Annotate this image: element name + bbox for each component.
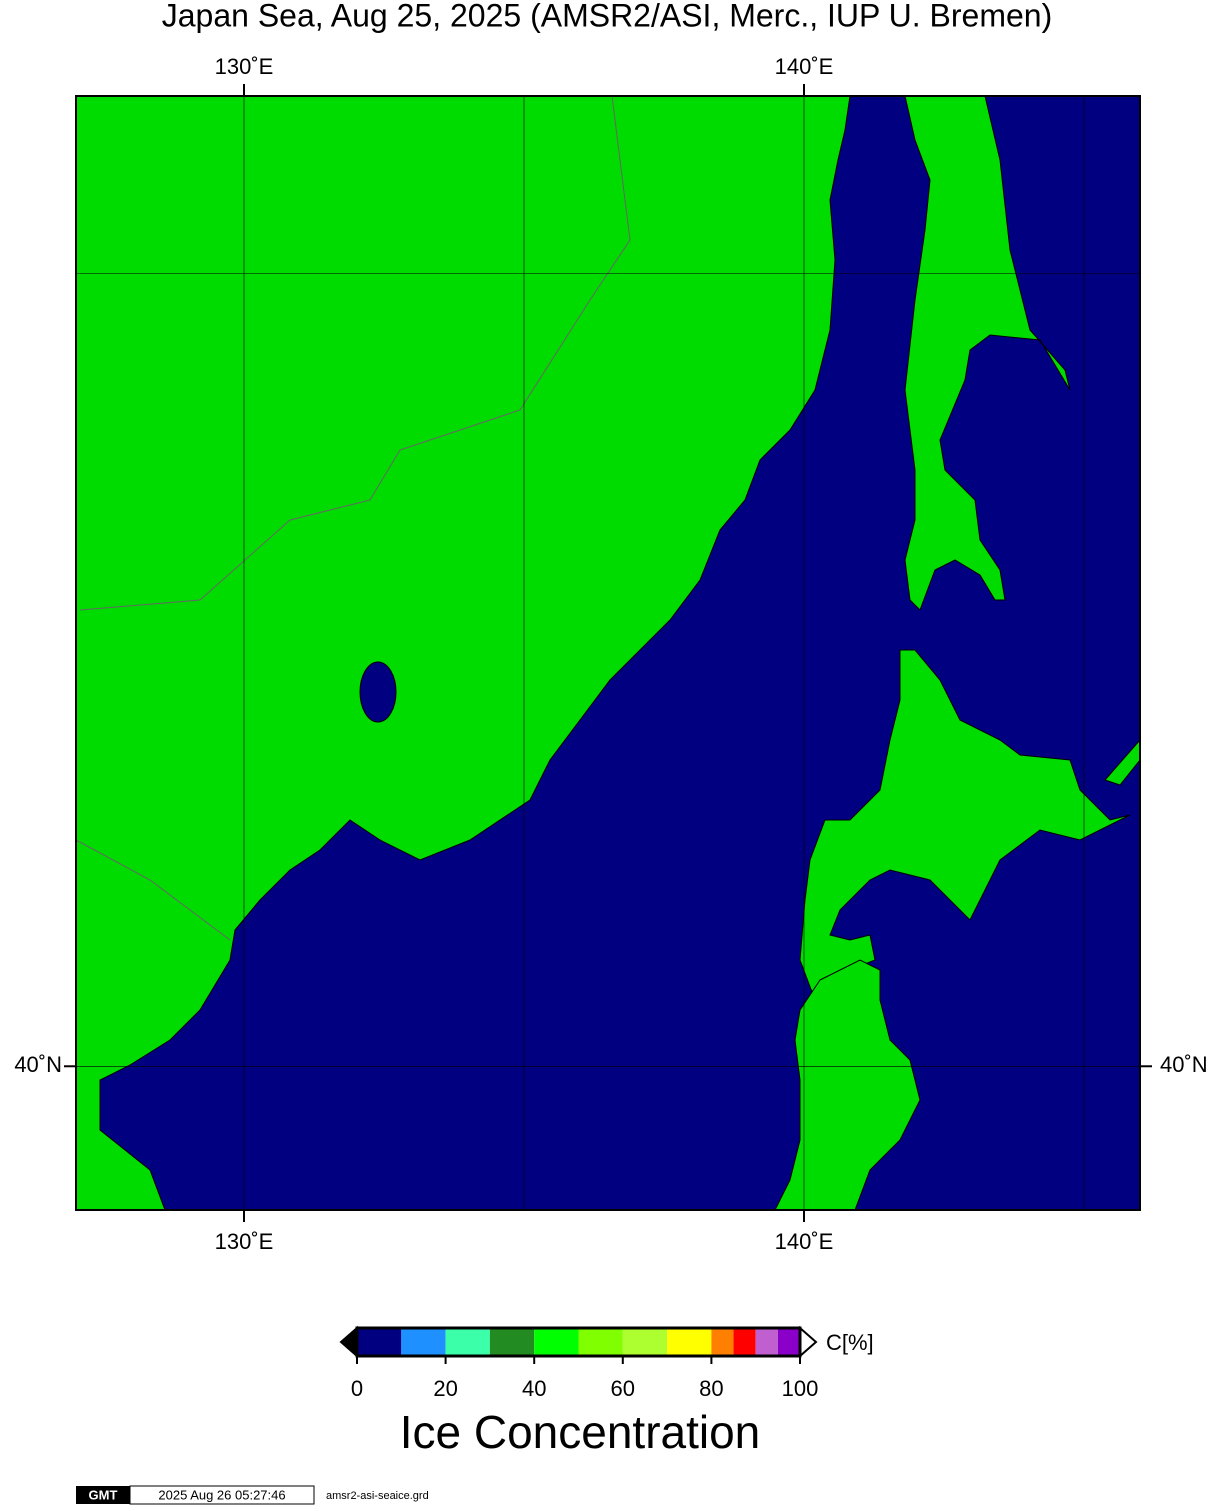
x-tick-label: 140˚E — [775, 54, 834, 79]
colorbar-segment — [357, 1328, 402, 1356]
honshu — [774, 959, 921, 1211]
colorbar-segment — [622, 1328, 668, 1356]
colorbar-tick-label: 80 — [699, 1376, 723, 1401]
gmt-logo-box — [76, 1486, 130, 1504]
colorbar-segment — [777, 1328, 800, 1356]
file-name: amsr2-asi-seaice.grd — [326, 1490, 429, 1502]
colorbar-segment — [578, 1328, 623, 1356]
timestamp: 2025 Aug 26 05:27:46 — [158, 1487, 285, 1502]
colorbar: 0 20 40 60 80 100 — [339, 1325, 819, 1401]
border — [75, 839, 231, 941]
y-tick-label: 40˚N — [1160, 1052, 1208, 1077]
colorbar-segment — [755, 1328, 778, 1356]
y-tick-label: 40˚N — [14, 1052, 62, 1077]
colorbar-segment — [534, 1328, 579, 1356]
map-frame — [75, 95, 1141, 1211]
x-tick-label: 140˚E — [775, 1229, 834, 1254]
land — [75, 95, 1141, 1211]
colorbar-unit: C[%] — [826, 1330, 874, 1355]
colorbar-tick-label: 20 — [433, 1376, 457, 1401]
colorbar-frame — [355, 1326, 802, 1358]
x-tick-label: 130˚E — [215, 1229, 274, 1254]
graticule: 130˚E 130˚E 140˚E 140˚E 40˚N 40˚N — [14, 54, 1207, 1254]
mainland — [75, 95, 851, 1211]
colorbar-segment — [711, 1328, 734, 1356]
hokkaido — [799, 649, 1131, 1001]
colorbar-tick-label: 40 — [522, 1376, 546, 1401]
x-tick-label: 130˚E — [215, 54, 274, 79]
gmt-logo: GMT — [89, 1487, 118, 1502]
lake-khanka — [359, 661, 397, 723]
colorbar-title: Ice Concentration — [400, 1406, 761, 1458]
colorbar-segment — [733, 1328, 756, 1356]
map — [75, 95, 1141, 1211]
colorbar-segment — [401, 1328, 446, 1356]
colorbar-over — [799, 1325, 818, 1359]
timestamp-box — [129, 1485, 315, 1505]
borders — [75, 95, 631, 941]
colorbar-under — [339, 1325, 358, 1359]
colorbar-segment — [445, 1328, 490, 1356]
colorbar-segment — [667, 1328, 712, 1356]
map-title: Japan Sea, Aug 25, 2025 (AMSR2/ASI, Merc… — [162, 0, 1053, 33]
colorbar-tick-label: 60 — [611, 1376, 635, 1401]
sakhalin — [904, 95, 1071, 611]
colorbar-tick-label: 0 — [351, 1376, 363, 1401]
colorbar-segment — [489, 1328, 535, 1356]
border — [79, 95, 631, 611]
colorbar-tick-label: 100 — [782, 1376, 819, 1401]
